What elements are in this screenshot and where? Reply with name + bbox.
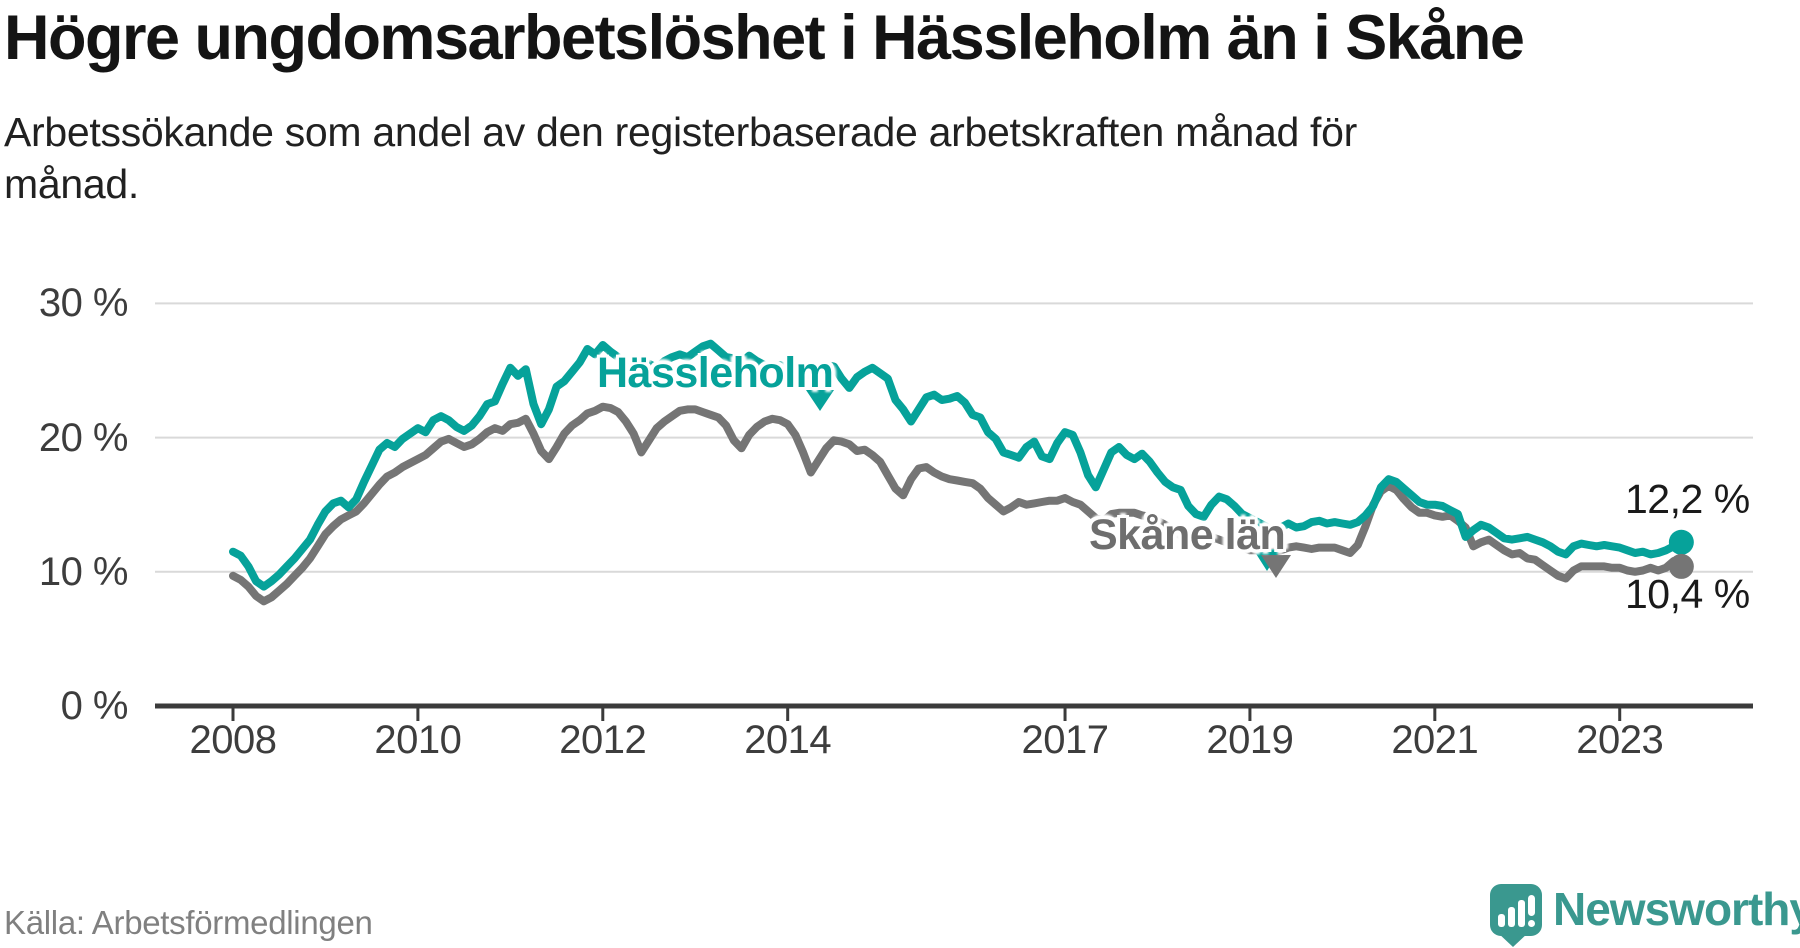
newsworthy-logo-text[interactable]: Newsworthy — [1553, 883, 1800, 935]
x-axis-label-2017: 2017 — [1021, 718, 1109, 762]
logo-exclamation-dot-icon — [1528, 920, 1535, 927]
skane-label-pointer-icon — [1261, 555, 1291, 578]
line-hassleholm — [229, 339, 1686, 591]
y-axis-label-20: 20 % — [38, 415, 129, 460]
x-axis-label-2019: 2019 — [1206, 718, 1294, 762]
x-axis-label-2008: 2008 — [189, 718, 277, 762]
hassleholm-label-pointer-icon — [806, 390, 834, 411]
source-credit: Källa: Arbetsförmedlingen — [4, 904, 373, 941]
end-dot-hassleholm — [1668, 529, 1694, 555]
logo-bar-medium-icon — [1508, 907, 1515, 927]
end-value-skane: 10,4 % — [1625, 571, 1750, 617]
end-dot-skane — [1668, 553, 1694, 579]
y-axis-label-30: 30 % — [38, 281, 129, 326]
subtitle-line-1: Arbetssökande som andel av den registerb… — [4, 109, 1358, 155]
newsworthy-logo-bubble-tail-icon — [1497, 932, 1529, 947]
logo-exclamation-bar-icon — [1528, 895, 1535, 916]
series-label-hassleholm: Hässleholm — [597, 349, 834, 397]
chart-subtitle: Arbetssökande som andel av den registerb… — [4, 106, 1504, 211]
subtitle-line-2: månad. — [4, 161, 139, 208]
logo-bar-large-icon — [1518, 900, 1525, 927]
x-axis-label-2021: 2021 — [1391, 718, 1479, 762]
x-axis-label-2010: 2010 — [374, 718, 462, 762]
line-skane — [229, 402, 1686, 606]
page-title: Högre ungdomsarbetslöshet i Hässleholm ä… — [4, 3, 1525, 73]
x-axis-label-2012: 2012 — [559, 718, 647, 762]
x-axis-label-2014: 2014 — [744, 718, 832, 762]
end-value-hassleholm: 12,2 % — [1625, 476, 1750, 522]
y-axis-label-0: 0 % — [60, 684, 129, 728]
logo-bar-small-icon — [1498, 914, 1505, 927]
y-axis-label-10: 10 % — [38, 549, 129, 594]
series-label-skane: Skåne län — [1089, 511, 1286, 559]
x-axis-label-2023: 2023 — [1576, 718, 1664, 762]
